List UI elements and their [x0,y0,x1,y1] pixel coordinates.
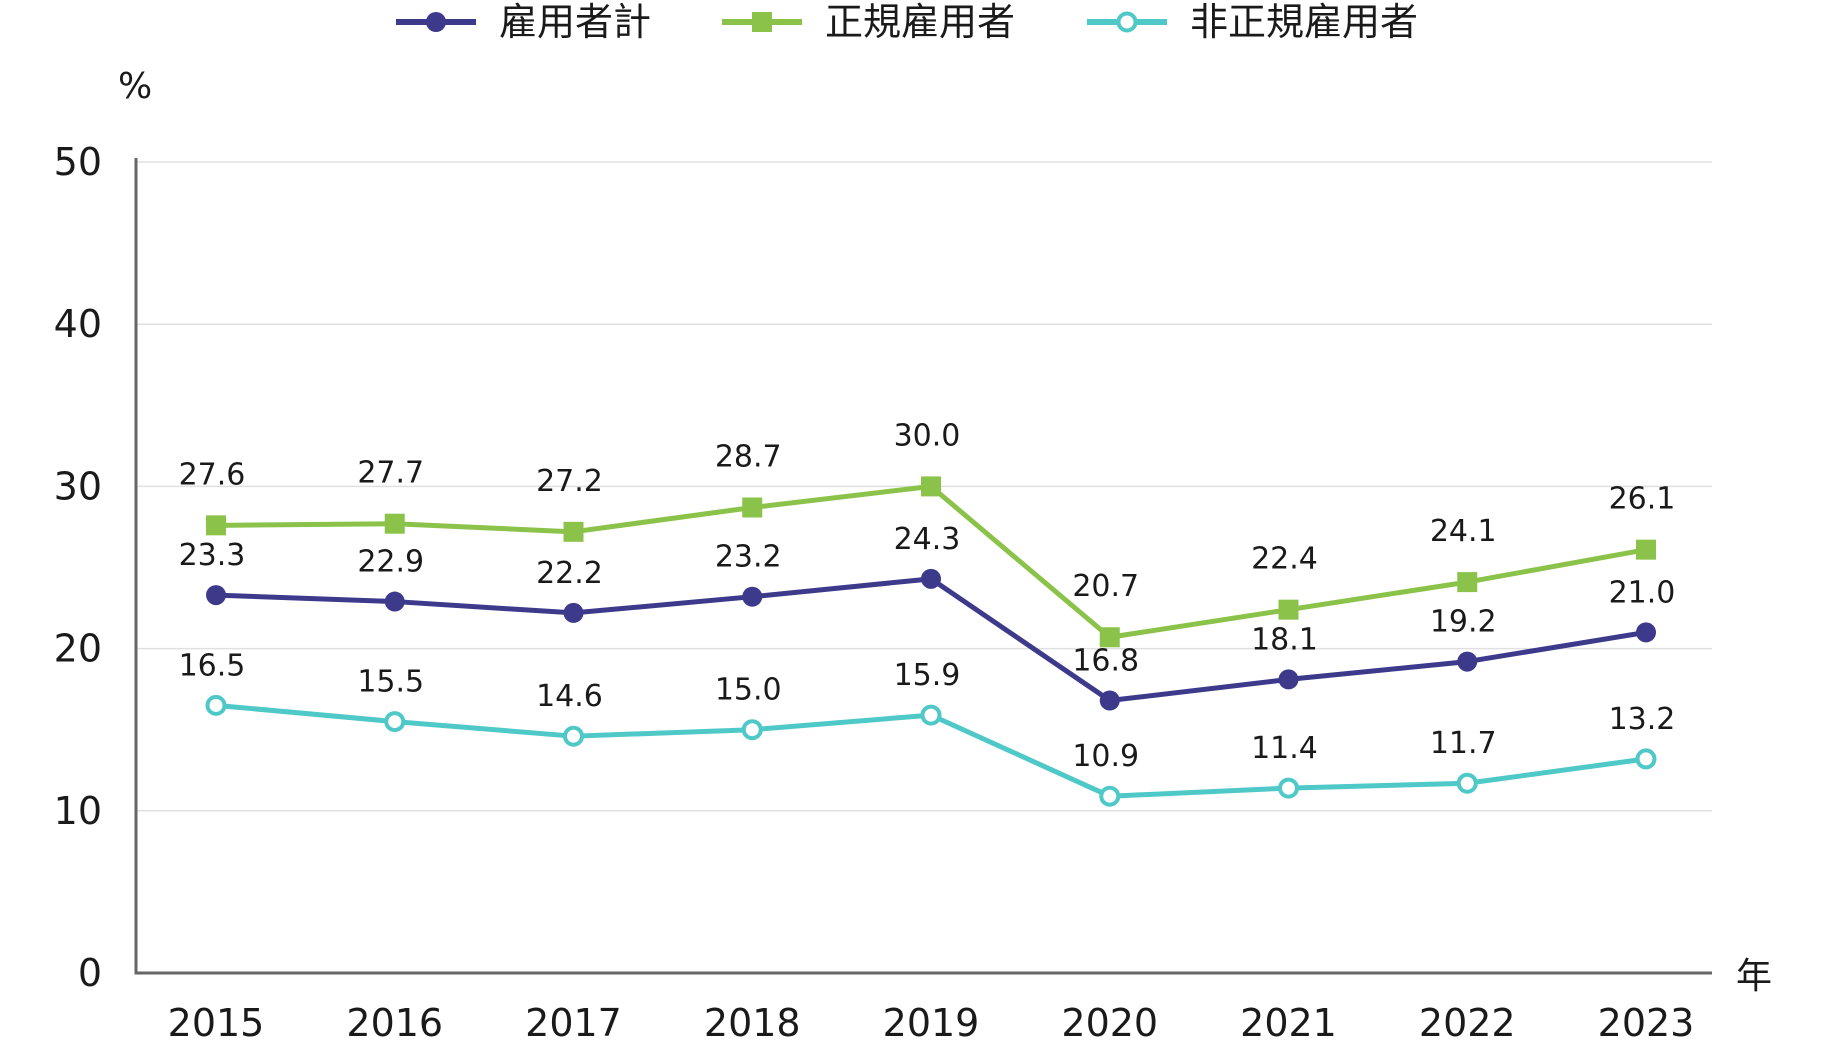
x-axis-unit: 年 [1736,956,1772,997]
data-label: 30.0 [894,418,961,453]
legend-marker [752,12,772,32]
legend-item-nonregular: 非正規雇用者 [1087,0,1418,44]
data-labels: 23.3 22.9 22.2 23.2 24.3 16.8 18.1 19.2 21.0 27.6… [179,418,1676,774]
data-point [384,711,406,733]
data-label: 21.0 [1609,575,1676,610]
data-point [1099,627,1120,648]
legend-item-total: 雇用者計 [396,0,651,44]
series-group [205,476,1657,807]
y-tick-label: 20 [54,627,102,671]
axes [134,158,1712,975]
x-tick-label: 2015 [168,1001,265,1045]
y-tick-label: 0 [78,951,102,995]
data-label: 27.7 [357,456,424,491]
data-point [563,725,584,747]
data-point [1278,599,1299,620]
legend-marker [1116,11,1138,33]
y-tick-label: 50 [54,140,102,184]
data-label: 24.3 [894,522,961,557]
data-point [1636,622,1656,643]
data-point [1635,748,1657,770]
data-point [921,568,941,589]
x-tick-label: 2023 [1598,1001,1695,1045]
y-tick-label: 40 [54,302,102,346]
data-label: 23.2 [715,540,782,575]
x-tick-label: 2016 [346,1001,443,1045]
x-axis-ticks: 2015 2016 2017 2018 2019 2020 2021 2022 2023 [168,1001,1695,1045]
data-point [921,476,941,497]
data-label: 22.2 [536,556,603,591]
data-point [206,585,226,606]
data-label: 26.1 [1609,482,1676,517]
data-label: 13.2 [1609,702,1676,737]
data-point [1636,539,1656,560]
data-point [1457,651,1478,672]
data-label: 11.4 [1251,731,1318,766]
legend-marker [426,12,446,32]
data-point [1456,772,1478,794]
x-tick-label: 2020 [1061,1001,1158,1045]
x-tick-label: 2022 [1419,1001,1516,1045]
data-label: 15.0 [715,673,782,708]
data-point [384,513,405,534]
data-point [742,586,763,607]
data-point [563,602,584,623]
data-label: 27.6 [179,457,246,492]
y-tick-label: 10 [54,789,102,833]
data-label: 23.3 [179,538,246,573]
data-point [563,521,584,542]
legend-label: 雇用者計 [499,0,651,44]
y-tick-label: 30 [54,464,102,508]
data-point [1278,777,1299,799]
legend: 雇用者計 正規雇用者 非正規雇用者 [396,0,1418,44]
legend-label: 正規雇用者 [825,0,1015,44]
data-label: 27.2 [536,464,603,499]
x-tick-label: 2017 [525,1001,622,1045]
data-label: 22.9 [357,545,424,580]
data-point [1457,572,1478,593]
y-axis-unit: % [118,66,152,107]
series-nonregular [205,694,1657,807]
data-label: 19.2 [1430,605,1497,640]
data-label: 28.7 [715,439,782,474]
data-point [920,704,942,726]
series-total [206,568,1656,711]
x-tick-label: 2018 [704,1001,801,1045]
data-point [1099,690,1120,711]
data-label: 10.9 [1072,739,1139,774]
data-label: 22.4 [1251,542,1318,577]
data-point [742,497,763,518]
data-point [741,719,763,741]
data-point [206,515,226,536]
data-label: 16.5 [179,648,246,683]
x-tick-label: 2021 [1240,1001,1337,1045]
data-point [1278,669,1299,690]
data-label: 20.7 [1072,569,1139,604]
data-label: 15.5 [357,665,424,700]
data-label: 16.8 [1072,644,1139,679]
series-regular [206,476,1656,648]
data-label: 15.9 [894,658,961,693]
y-axis-ticks: 0 10 20 30 40 50 [54,140,102,995]
data-label: 11.7 [1430,726,1497,761]
data-point [205,694,227,716]
data-label: 18.1 [1251,622,1318,657]
data-point [384,591,405,612]
legend-label: 非正規雇用者 [1190,0,1418,44]
data-label: 24.1 [1430,514,1497,549]
data-point [1099,785,1121,807]
data-label: 14.6 [536,679,603,714]
legend-item-regular: 正規雇用者 [722,0,1015,44]
x-tick-label: 2019 [883,1001,980,1045]
